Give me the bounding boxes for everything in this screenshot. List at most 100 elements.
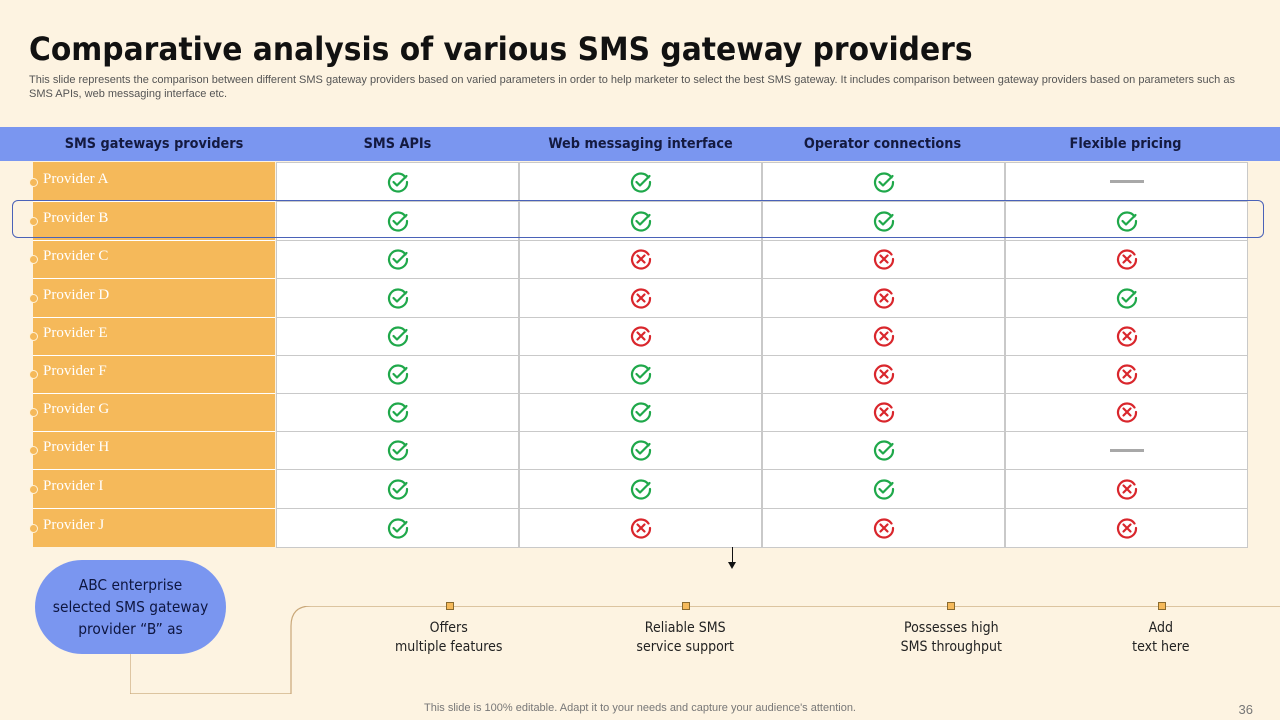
cross-circle-icon: [873, 249, 894, 270]
timeline-item-2: Reliable SMS service support: [636, 620, 734, 655]
row-divider: [33, 317, 275, 318]
cross-circle-icon: [630, 326, 651, 347]
comparison-table: Provider A Provider B Provider C Provider D…: [29, 162, 1248, 548]
table-cell: [276, 469, 519, 509]
arrow-down-icon: [728, 562, 736, 569]
provider-label: Provider G: [43, 401, 110, 417]
page-number: 36: [1238, 702, 1253, 717]
check-circle-icon: [630, 402, 651, 423]
provider-column: [33, 162, 275, 547]
row-bullet-icon: [29, 255, 38, 264]
row-bullet-icon: [29, 177, 38, 187]
row-divider: [33, 469, 275, 470]
header-operator-connections: Operator connections: [803, 136, 962, 152]
check-circle-icon: [873, 171, 894, 193]
check-circle-icon: [387, 402, 408, 423]
check-circle-icon: [387, 326, 408, 347]
row-divider: [33, 201, 275, 202]
provider-label: Provider J: [43, 516, 105, 533]
callout-text: ABC enterprise selected SMS gateway prov…: [52, 576, 209, 638]
check-circle-icon: [1116, 210, 1137, 232]
row-bullet-icon: [29, 523, 38, 533]
row-bullet-icon: [29, 332, 38, 341]
provider-label: Provider H: [43, 439, 110, 455]
cross-circle-icon: [1116, 326, 1137, 347]
table-cell: [762, 431, 1005, 470]
timeline-dot-2: [682, 602, 690, 610]
row-divider: [33, 431, 275, 432]
slide-subtitle: This slide represents the comparison bet…: [29, 74, 1235, 100]
cross-circle-icon: [1116, 249, 1137, 270]
row-divider: [33, 355, 275, 356]
cross-circle-icon: [1116, 478, 1137, 500]
table-cell: [762, 469, 1005, 509]
timeline-dot-1: [446, 602, 454, 610]
check-circle-icon: [630, 364, 651, 385]
footer-note: This slide is 100% editable. Adapt it to…: [424, 702, 856, 714]
provider-label: Provider D: [43, 286, 110, 303]
cross-circle-icon: [630, 249, 651, 270]
dash-icon: [1109, 180, 1144, 183]
check-circle-icon: [630, 210, 651, 232]
table-cell: [762, 201, 1005, 241]
timeline-item-1: Offers multiple features: [395, 620, 503, 655]
table-cell: [276, 508, 519, 548]
check-circle-icon: [387, 249, 408, 270]
check-circle-icon: [387, 517, 408, 539]
header-providers: SMS gateways providers: [64, 136, 244, 152]
provider-label: Provider C: [43, 248, 109, 264]
check-circle-icon: [873, 440, 894, 461]
check-circle-icon: [630, 440, 651, 461]
check-circle-icon: [387, 210, 408, 232]
cross-circle-icon: [873, 517, 894, 539]
row-bullet-icon: [29, 293, 38, 303]
check-circle-icon: [387, 478, 408, 500]
dash-icon: [1109, 448, 1144, 452]
row-bullet-icon: [29, 408, 38, 417]
cross-circle-icon: [873, 287, 894, 309]
row-bullet-icon: [29, 484, 38, 494]
table-cell: [519, 431, 762, 470]
provider-label: Provider A: [43, 170, 109, 187]
provider-label: Provider I: [43, 477, 104, 494]
row-bullet-icon: [29, 216, 38, 226]
timeline-connector: [130, 606, 1280, 694]
check-circle-icon: [387, 287, 408, 309]
table-cell: [519, 240, 762, 279]
table-cell: [519, 469, 762, 509]
cross-circle-icon: [873, 402, 894, 423]
check-circle-icon: [387, 171, 408, 193]
row-bullet-icon: [29, 370, 38, 379]
row-divider: [33, 240, 275, 241]
cross-circle-icon: [630, 517, 651, 539]
row-divider: [33, 508, 275, 509]
cross-circle-icon: [630, 287, 651, 309]
header-flexible-pricing: Flexible pricing: [1069, 136, 1182, 152]
header-web-messaging: Web messaging interface: [548, 136, 733, 152]
header-sms-apis: SMS APIs: [363, 136, 432, 152]
check-circle-icon: [387, 440, 408, 461]
row-divider: [33, 393, 275, 394]
selected-row-highlight: [12, 200, 1264, 238]
check-circle-icon: [873, 478, 894, 500]
cross-circle-icon: [873, 364, 894, 385]
selection-callout: ABC enterprise selected SMS gateway prov…: [35, 560, 226, 654]
row-divider: [33, 278, 275, 279]
timeline-item-3: Possesses high SMS throughput: [900, 620, 1002, 655]
table-cell: [276, 278, 519, 318]
timeline-dot-3: [947, 602, 955, 610]
table-header: SMS gateways providers SMS APIs Web mess…: [0, 127, 1280, 161]
slide-title: Comparative analysis of various SMS gate…: [29, 30, 973, 68]
provider-label: Provider F: [43, 363, 107, 379]
check-circle-icon: [873, 210, 894, 232]
provider-label: Provider B: [43, 209, 109, 226]
check-circle-icon: [387, 364, 408, 385]
check-circle-icon: [630, 171, 651, 193]
cross-circle-icon: [1116, 364, 1137, 385]
row-bullet-icon: [29, 446, 38, 455]
timeline-dot-4: [1158, 602, 1166, 610]
table-cell: [276, 240, 519, 279]
check-circle-icon: [630, 478, 651, 500]
timeline-item-4: Add text here: [1132, 620, 1190, 655]
arrow-line: [732, 547, 733, 563]
